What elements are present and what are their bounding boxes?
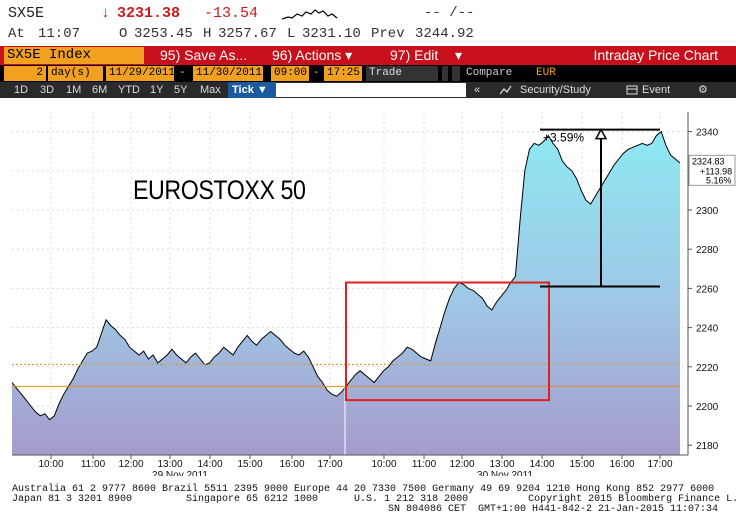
period-unit-select[interactable]: day(s) — [48, 66, 103, 81]
range-max[interactable]: Max — [200, 84, 221, 96]
settings-icon[interactable]: ⚙ — [698, 84, 708, 96]
tick-field[interactable] — [276, 83, 466, 97]
y-tick-label: 2200 — [696, 402, 719, 413]
range-bar: 1D 3D 1M 6M YTD 1Y 5Y Max Tick ▼ « Secur… — [0, 82, 736, 98]
end-date-input[interactable]: 11/30/2011 — [193, 66, 263, 81]
x-tick-label: 15:00 — [569, 459, 594, 470]
start-date-input[interactable]: 11/29/2011 — [106, 66, 175, 81]
at-label: At — [8, 26, 25, 42]
y-tick-label: 2340 — [696, 128, 719, 139]
compare-label: Compare — [466, 67, 513, 79]
last-change-label: +113.98 — [700, 166, 732, 176]
collapse-icon[interactable]: « — [474, 84, 481, 96]
last-price-box — [688, 154, 736, 186]
security-study-button[interactable]: Security/Study — [520, 84, 591, 96]
prev-value: 3244.92 — [415, 26, 474, 42]
x-tick-label: 15:00 — [237, 459, 262, 470]
x-tick-label: 13:00 — [157, 459, 182, 470]
x-tick-label: 17:00 — [317, 459, 342, 470]
x-tick-label: 12:00 — [449, 459, 474, 470]
ticker-symbol: SX5E — [8, 5, 45, 22]
range-1y[interactable]: 1Y — [150, 84, 164, 96]
high-value: 3257.67 — [218, 26, 277, 42]
range-5y[interactable]: 5Y — [174, 84, 188, 96]
x-tick-label: 11:00 — [412, 459, 437, 470]
y-tick-label: 2260 — [696, 284, 719, 295]
ticker-header: SX5E ↓ 3231.38 -13.54 -- /-- At 11:07 O … — [0, 0, 736, 46]
open-value: 3253.45 — [134, 26, 193, 42]
footer-line-1: Australia 61 2 9777 8600 Brazil 5511 239… — [12, 484, 715, 495]
range-ytd[interactable]: YTD — [118, 84, 140, 96]
edit-dropdown-icon[interactable]: ▾ — [455, 47, 463, 63]
compare-checkbox[interactable] — [452, 66, 460, 81]
actions-button[interactable]: 96) Actions ▾ — [272, 47, 353, 63]
range-3d[interactable]: 3D — [40, 84, 55, 96]
measure-label: +3.59% — [543, 131, 584, 145]
y-tick-label: 2280 — [696, 245, 719, 256]
currency-value[interactable]: EUR — [536, 67, 556, 79]
high-label: H — [203, 26, 212, 42]
footer-line-2: Japan 81 3 3201 8900 Singapore 65 6212 1… — [12, 494, 736, 505]
down-arrow-icon: ↓ — [101, 5, 111, 22]
last-pct-label: 5.16% — [706, 175, 732, 185]
x-tick-label: 14:00 — [197, 459, 222, 470]
footer-line-3: SN 804086 CET GMT+1:00 H441-842-2 21-Jan… — [388, 504, 719, 515]
chart-svg: 21802200222022402260228023002320234010:0… — [11, 112, 736, 476]
period-count-input[interactable]: 2 — [4, 66, 46, 81]
x-tick-label: 14:00 — [529, 459, 554, 470]
bid-ask: -- /-- — [424, 5, 475, 21]
event-button[interactable]: Event — [642, 84, 671, 96]
time-value: 11:07 — [38, 26, 81, 42]
measure-arrow-icon — [594, 128, 608, 140]
function-toolbar: SX5E Index 95) Save As... 96) Actions ▾ … — [0, 46, 736, 65]
market-dropdown[interactable] — [442, 66, 448, 81]
x-tick-label: 12:00 — [118, 459, 143, 470]
y-tick-label: 2240 — [696, 324, 719, 335]
range-6m[interactable]: 6M — [92, 84, 108, 96]
market-select[interactable]: Trade — [366, 66, 438, 81]
x-tick-label: 13:00 — [489, 459, 514, 470]
save-as-button[interactable]: 95) Save As... — [160, 47, 248, 63]
date-label: 29 Nov 2011 — [152, 470, 208, 476]
range-1d[interactable]: 1D — [14, 84, 29, 96]
date-separator: - — [179, 67, 186, 79]
highlight-box — [345, 281, 550, 402]
time-separator: - — [313, 67, 320, 79]
x-tick-label: 10:00 — [38, 459, 63, 470]
low-label: L — [287, 26, 296, 42]
x-tick-label: 10:00 — [371, 459, 396, 470]
y-tick-label: 2300 — [696, 206, 719, 217]
low-value: 3231.10 — [302, 26, 361, 42]
end-time-input[interactable]: 17:25 — [324, 66, 362, 81]
prev-label: Prev — [371, 26, 405, 42]
sparkline-icon — [282, 9, 338, 20]
x-tick-label: 11:00 — [81, 459, 106, 470]
y-tick-label: 2180 — [696, 441, 719, 452]
open-label: O — [119, 26, 128, 42]
start-time-input[interactable]: 09:00 — [271, 66, 309, 81]
footer: Australia 61 2 9777 8600 Brazil 5511 239… — [0, 476, 736, 527]
page-title: Intraday Price Chart — [593, 47, 719, 63]
chart-annotation: EUROSTOXX 50 — [133, 175, 306, 205]
price-area — [12, 131, 680, 455]
last-price-label: 2324.83 — [692, 156, 725, 166]
event-icon[interactable] — [626, 82, 638, 98]
date-label: 30 Nov 2011 — [477, 470, 533, 476]
security-field[interactable]: SX5E Index — [4, 47, 144, 64]
period-controls: 2 day(s) 11/29/2011 - 11/30/2011 09:00 -… — [0, 65, 736, 82]
last-price: 3231.38 — [117, 5, 181, 22]
range-1m[interactable]: 1M — [66, 84, 82, 96]
y-tick-label: 2220 — [696, 363, 719, 374]
tick-button[interactable]: Tick ▼ — [228, 82, 276, 98]
security-study-icon[interactable] — [499, 82, 512, 98]
x-tick-label: 17:00 — [647, 459, 672, 470]
net-change: -13.54 — [204, 5, 259, 22]
x-tick-label: 16:00 — [609, 459, 634, 470]
edit-button[interactable]: 97) Edit — [390, 47, 439, 63]
x-tick-label: 16:00 — [279, 459, 304, 470]
price-chart: 21802200222022402260228023002320234010:0… — [0, 98, 736, 476]
